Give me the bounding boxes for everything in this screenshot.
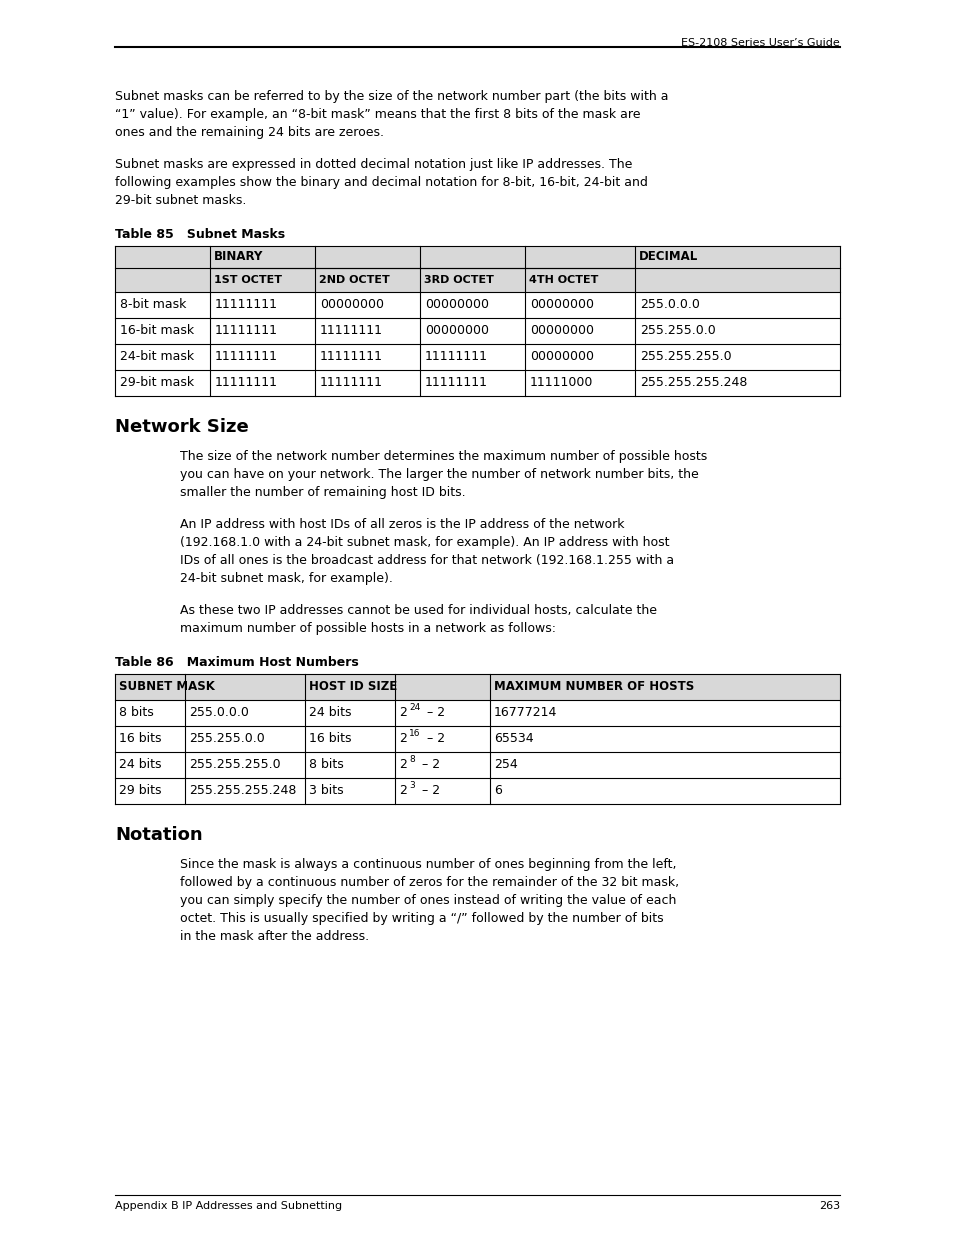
Text: 11111111: 11111111 bbox=[214, 351, 277, 363]
Text: you can have on your network. The larger the number of network number bits, the: you can have on your network. The larger… bbox=[180, 468, 698, 480]
Text: 255.0.0.0: 255.0.0.0 bbox=[639, 299, 700, 311]
Text: maximum number of possible hosts in a network as follows:: maximum number of possible hosts in a ne… bbox=[180, 622, 556, 635]
Text: An IP address with host IDs of all zeros is the IP address of the network: An IP address with host IDs of all zeros… bbox=[180, 517, 624, 531]
Text: 1ST OCTET: 1ST OCTET bbox=[213, 275, 282, 285]
Text: 2: 2 bbox=[398, 706, 406, 720]
Text: 24-bit mask: 24-bit mask bbox=[120, 351, 193, 363]
Text: 16 bits: 16 bits bbox=[119, 732, 161, 746]
Text: 8 bits: 8 bits bbox=[119, 706, 153, 720]
Text: Subnet masks can be referred to by the size of the network number part (the bits: Subnet masks can be referred to by the s… bbox=[115, 90, 668, 103]
Text: 11111111: 11111111 bbox=[214, 325, 277, 337]
Text: 255.255.255.0: 255.255.255.0 bbox=[189, 758, 280, 772]
Text: 00000000: 00000000 bbox=[530, 351, 594, 363]
Text: Since the mask is always a continuous number of ones beginning from the left,: Since the mask is always a continuous nu… bbox=[180, 858, 676, 871]
Text: 11111111: 11111111 bbox=[214, 299, 277, 311]
Text: 6: 6 bbox=[494, 784, 501, 798]
Text: 2ND OCTET: 2ND OCTET bbox=[318, 275, 390, 285]
Text: 11111111: 11111111 bbox=[319, 377, 382, 389]
Bar bbox=[115, 726, 840, 752]
Text: ones and the remaining 24 bits are zeroes.: ones and the remaining 24 bits are zeroe… bbox=[115, 126, 384, 140]
Text: (192.168.1.0 with a 24-bit subnet mask, for example). An IP address with host: (192.168.1.0 with a 24-bit subnet mask, … bbox=[180, 536, 669, 550]
Text: – 2: – 2 bbox=[422, 732, 445, 746]
Text: smaller the number of remaining host ID bits.: smaller the number of remaining host ID … bbox=[180, 487, 465, 499]
Text: 29 bits: 29 bits bbox=[119, 784, 161, 798]
Text: DECIMAL: DECIMAL bbox=[639, 251, 698, 263]
Text: SUBNET MASK: SUBNET MASK bbox=[119, 680, 214, 694]
Text: 24 bits: 24 bits bbox=[309, 706, 351, 720]
Text: you can simply specify the number of ones instead of writing the value of each: you can simply specify the number of one… bbox=[180, 894, 676, 906]
Bar bbox=[115, 370, 840, 396]
Text: Subnet masks are expressed in dotted decimal notation just like IP addresses. Th: Subnet masks are expressed in dotted dec… bbox=[115, 158, 632, 170]
Text: 3RD OCTET: 3RD OCTET bbox=[423, 275, 494, 285]
Bar bbox=[115, 778, 840, 804]
Text: 11111111: 11111111 bbox=[319, 351, 382, 363]
Text: 29-bit mask: 29-bit mask bbox=[120, 377, 193, 389]
Bar bbox=[115, 752, 840, 778]
Text: 11111111: 11111111 bbox=[424, 351, 488, 363]
Text: 00000000: 00000000 bbox=[530, 325, 594, 337]
Text: 11111111: 11111111 bbox=[214, 377, 277, 389]
Text: 2: 2 bbox=[398, 758, 406, 772]
Text: 255.255.255.248: 255.255.255.248 bbox=[189, 784, 296, 798]
Text: BINARY: BINARY bbox=[213, 249, 263, 263]
Text: 8 bits: 8 bits bbox=[309, 758, 343, 772]
Text: 16-bit mask: 16-bit mask bbox=[120, 325, 193, 337]
Text: octet. This is usually specified by writing a “/” followed by the number of bits: octet. This is usually specified by writ… bbox=[180, 911, 663, 925]
Text: 24-bit subnet mask, for example).: 24-bit subnet mask, for example). bbox=[180, 572, 393, 585]
Text: 24: 24 bbox=[409, 703, 420, 711]
Text: 255.255.255.248: 255.255.255.248 bbox=[639, 377, 746, 389]
Text: 00000000: 00000000 bbox=[319, 299, 384, 311]
Text: 255.255.255.0: 255.255.255.0 bbox=[639, 351, 731, 363]
Text: following examples show the binary and decimal notation for 8-bit, 16-bit, 24-bi: following examples show the binary and d… bbox=[115, 177, 647, 189]
Text: As these two IP addresses cannot be used for individual hosts, calculate the: As these two IP addresses cannot be used… bbox=[180, 604, 657, 618]
Bar bbox=[115, 291, 840, 317]
Text: 3: 3 bbox=[409, 781, 415, 789]
Text: ES-2108 Series User’s Guide: ES-2108 Series User’s Guide bbox=[680, 38, 840, 48]
Text: 00000000: 00000000 bbox=[530, 299, 594, 311]
Text: 16 bits: 16 bits bbox=[309, 732, 351, 746]
Text: 16777214: 16777214 bbox=[494, 706, 557, 720]
Text: 3 bits: 3 bits bbox=[309, 784, 343, 798]
Text: 255.0.0.0: 255.0.0.0 bbox=[189, 706, 249, 720]
Text: 11111111: 11111111 bbox=[424, 377, 488, 389]
Bar bbox=[115, 345, 840, 370]
Text: “1” value). For example, an “8-bit mask” means that the first 8 bits of the mask: “1” value). For example, an “8-bit mask”… bbox=[115, 107, 639, 121]
Text: 29-bit subnet masks.: 29-bit subnet masks. bbox=[115, 194, 246, 207]
Bar bbox=[115, 700, 840, 726]
Text: 4TH OCTET: 4TH OCTET bbox=[529, 275, 598, 285]
Text: 2: 2 bbox=[398, 784, 406, 798]
Bar bbox=[115, 674, 840, 700]
Text: 11111111: 11111111 bbox=[319, 325, 382, 337]
Text: 65534: 65534 bbox=[494, 732, 533, 746]
Text: 254: 254 bbox=[494, 758, 517, 772]
Text: Notation: Notation bbox=[115, 826, 202, 844]
Text: in the mask after the address.: in the mask after the address. bbox=[180, 930, 369, 944]
Text: 11111000: 11111000 bbox=[530, 377, 593, 389]
Text: – 2: – 2 bbox=[417, 784, 439, 798]
Text: HOST ID SIZE: HOST ID SIZE bbox=[309, 680, 396, 694]
Text: – 2: – 2 bbox=[417, 758, 439, 772]
Text: 16: 16 bbox=[409, 729, 420, 737]
Text: 2: 2 bbox=[398, 732, 406, 746]
Text: 255.255.0.0: 255.255.0.0 bbox=[189, 732, 265, 746]
Text: 24 bits: 24 bits bbox=[119, 758, 161, 772]
Text: The size of the network number determines the maximum number of possible hosts: The size of the network number determine… bbox=[180, 450, 706, 463]
Text: followed by a continuous number of zeros for the remainder of the 32 bit mask,: followed by a continuous number of zeros… bbox=[180, 876, 679, 889]
Text: 00000000: 00000000 bbox=[424, 299, 489, 311]
Text: 8-bit mask: 8-bit mask bbox=[120, 299, 186, 311]
Text: 255.255.0.0: 255.255.0.0 bbox=[639, 325, 715, 337]
Text: Appendix B IP Addresses and Subnetting: Appendix B IP Addresses and Subnetting bbox=[115, 1200, 342, 1212]
Text: – 2: – 2 bbox=[422, 706, 445, 720]
Text: 00000000: 00000000 bbox=[424, 325, 489, 337]
Text: Network Size: Network Size bbox=[115, 417, 249, 436]
Text: 263: 263 bbox=[818, 1200, 840, 1212]
Text: IDs of all ones is the broadcast address for that network (192.168.1.255 with a: IDs of all ones is the broadcast address… bbox=[180, 555, 674, 567]
Text: 8: 8 bbox=[409, 755, 415, 763]
Text: MAXIMUM NUMBER OF HOSTS: MAXIMUM NUMBER OF HOSTS bbox=[494, 680, 694, 694]
Text: Table 85   Subnet Masks: Table 85 Subnet Masks bbox=[115, 228, 285, 241]
Text: Table 86   Maximum Host Numbers: Table 86 Maximum Host Numbers bbox=[115, 656, 358, 669]
Bar bbox=[115, 246, 840, 291]
Bar bbox=[115, 317, 840, 345]
